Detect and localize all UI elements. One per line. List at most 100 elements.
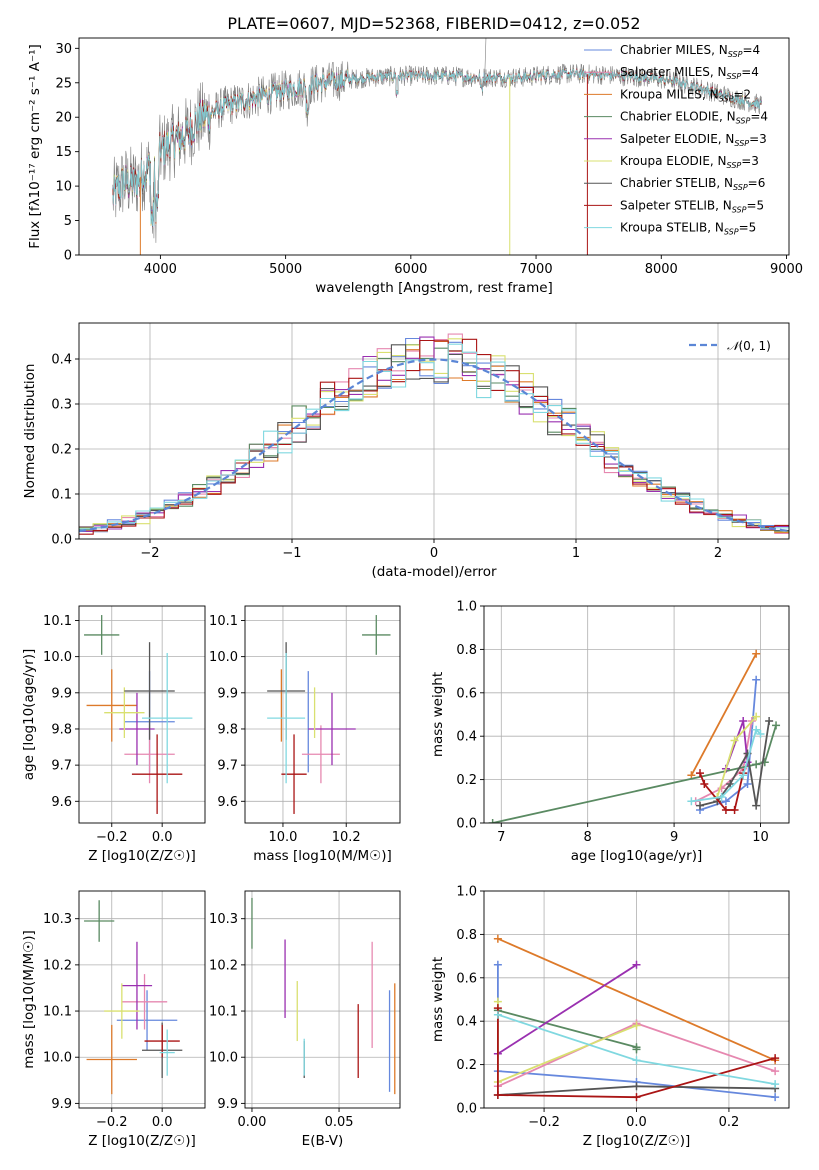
x-tick-label: 6000	[394, 262, 427, 277]
axes-frame	[244, 605, 401, 824]
weight-marker	[752, 760, 761, 769]
y-tick-label: 10.1	[43, 614, 72, 629]
legend-label: Kroupa ELODIE, NSSP=3	[620, 154, 759, 170]
error-point	[104, 983, 140, 1039]
x-tick-label: 0.00	[237, 1115, 266, 1130]
legend: Chabrier MILES, NSSP=4 Salpeter MILES, NS…	[584, 43, 768, 237]
weight-marker	[632, 1093, 641, 1102]
x-tick-label: 0.0	[626, 1115, 647, 1130]
y-tick-label: 1.0	[456, 885, 477, 900]
weight-marker	[743, 779, 752, 788]
weight-marker	[721, 797, 730, 806]
model-spectrum-line	[112, 68, 762, 227]
weight-marker	[696, 769, 705, 778]
weight-marker	[752, 675, 761, 684]
y-tick-label: 10.3	[43, 912, 72, 927]
legend-rest: =2	[733, 87, 751, 101]
legend-rest: =4	[742, 43, 760, 57]
weight-marker	[632, 1082, 641, 1091]
y-tick-label: 0.0	[456, 817, 477, 832]
x-axis-label: mass [log10(M/M☉)]	[253, 848, 392, 864]
x-tick-label: 7000	[520, 262, 553, 277]
axes-spectrum: 4000 5000 6000 7000 8000 9000 0 5 10 15 20 25 30 wave…	[27, 37, 803, 296]
y-tick-label: 0.2	[51, 443, 72, 458]
x-tick-label: −0.2	[96, 830, 128, 845]
weight-marker	[493, 934, 502, 943]
y-tick-label: 9.9	[51, 686, 72, 701]
y-tick-label: 10.1	[209, 614, 238, 629]
y-tick-label: 9.9	[51, 1097, 72, 1112]
y-tick-label: 10.3	[209, 912, 238, 927]
plot-area-age_vs_Z	[84, 615, 193, 814]
weight-marker	[730, 805, 739, 814]
normal-curve	[79, 358, 789, 533]
weight-marker	[752, 712, 761, 721]
y-tick-label: 9.7	[51, 759, 72, 774]
plot-area-weight_vs_age	[488, 649, 781, 823]
y-tick-label: 10.2	[43, 958, 72, 973]
legend-label: Salpeter STELIB, NSSP=5	[620, 198, 764, 214]
plot-layer: 4000 5000 6000 7000 8000 9000051015202530wave…	[21, 37, 803, 1149]
axes-age_vs_Z: −0.2 0.0 9.6 9.7 9.8 9.9 10.0 10.1 Z [log10(Z/Z☉…	[21, 605, 206, 864]
x-tick-label: 1	[572, 546, 580, 561]
y-axis-label: Normed distribution	[22, 364, 38, 499]
x-tick-label: 4000	[144, 262, 177, 277]
x-axis-label: E(B-V)	[302, 1133, 344, 1149]
legend-label: Kroupa MILES, NSSP=2	[620, 87, 751, 103]
y-tick-label: 10.0	[43, 650, 72, 665]
x-tick-label: 0.0	[152, 830, 173, 845]
y-tick-label: 0.4	[51, 353, 72, 368]
error-point	[124, 642, 175, 740]
y-axis-label: mass weight	[430, 957, 446, 1042]
weight-marker	[772, 721, 781, 730]
x-axis-label: (data-model)/error	[371, 564, 497, 580]
error-point	[104, 687, 145, 739]
weight-marker	[493, 1090, 502, 1099]
weight-marker	[632, 1056, 641, 1065]
y-tick-label: 0.4	[456, 1015, 477, 1030]
error-point	[142, 653, 193, 784]
plot-area-age_vs_mass	[267, 615, 391, 814]
weight-marker	[493, 1010, 502, 1019]
legend-sub: SSP	[732, 205, 747, 214]
y-tick-label: 9.6	[217, 795, 238, 810]
plot-area-weight_vs_Z	[493, 934, 780, 1102]
weight-marker	[771, 1080, 780, 1089]
x-axis-label: Z [log10(Z/Z☉)]	[583, 1133, 691, 1149]
y-tick-label: 9.8	[51, 722, 72, 737]
y-tick-label: 10.0	[209, 1051, 238, 1066]
y-tick-label: 10.1	[209, 1005, 238, 1020]
axes-frame	[483, 890, 790, 1109]
error-point	[301, 725, 340, 784]
x-tick-label: 0.0	[152, 1115, 173, 1130]
legend-rest: (0, 1)	[739, 339, 771, 353]
error-point	[308, 692, 356, 766]
weight-line	[497, 1009, 638, 1050]
legend-rest: =4	[750, 110, 768, 124]
weight-marker	[493, 960, 502, 969]
axes-mass_vs_EBV: 0.00 0.05 9.9 10.0 10.1 10.2 10.3 E(B-V)	[209, 890, 401, 1149]
y-tick-label: 0.2	[456, 773, 477, 788]
y-tick-label: 5	[64, 214, 72, 229]
error-point	[281, 734, 307, 814]
y-tick-label: 15	[55, 145, 72, 160]
y-tick-label: 10.0	[209, 650, 238, 665]
weight-marker	[717, 792, 726, 801]
axes-age_vs_mass: 10.0 10.2 9.6 9.7 9.8 9.9 10.0 10.1 mass [log10(…	[209, 605, 401, 864]
x-tick-label: 10.2	[332, 830, 361, 845]
axes-frame	[78, 37, 790, 256]
legend-rest: =4	[741, 65, 759, 79]
weight-marker	[771, 1093, 780, 1102]
y-tick-label: 9.6	[51, 795, 72, 810]
weight-marker	[721, 805, 730, 814]
weight-marker	[771, 1054, 780, 1063]
x-tick-label: −2	[140, 546, 159, 561]
legend-label: Salpeter ELODIE, NSSP=3	[620, 132, 767, 148]
y-tick-label: 0.6	[456, 686, 477, 701]
y-tick-label: 10.1	[43, 1005, 72, 1020]
x-tick-label: 9	[670, 830, 678, 845]
y-tick-label: 0.4	[456, 730, 477, 745]
error-point	[119, 692, 155, 766]
y-tick-label: 9.9	[217, 1097, 238, 1112]
